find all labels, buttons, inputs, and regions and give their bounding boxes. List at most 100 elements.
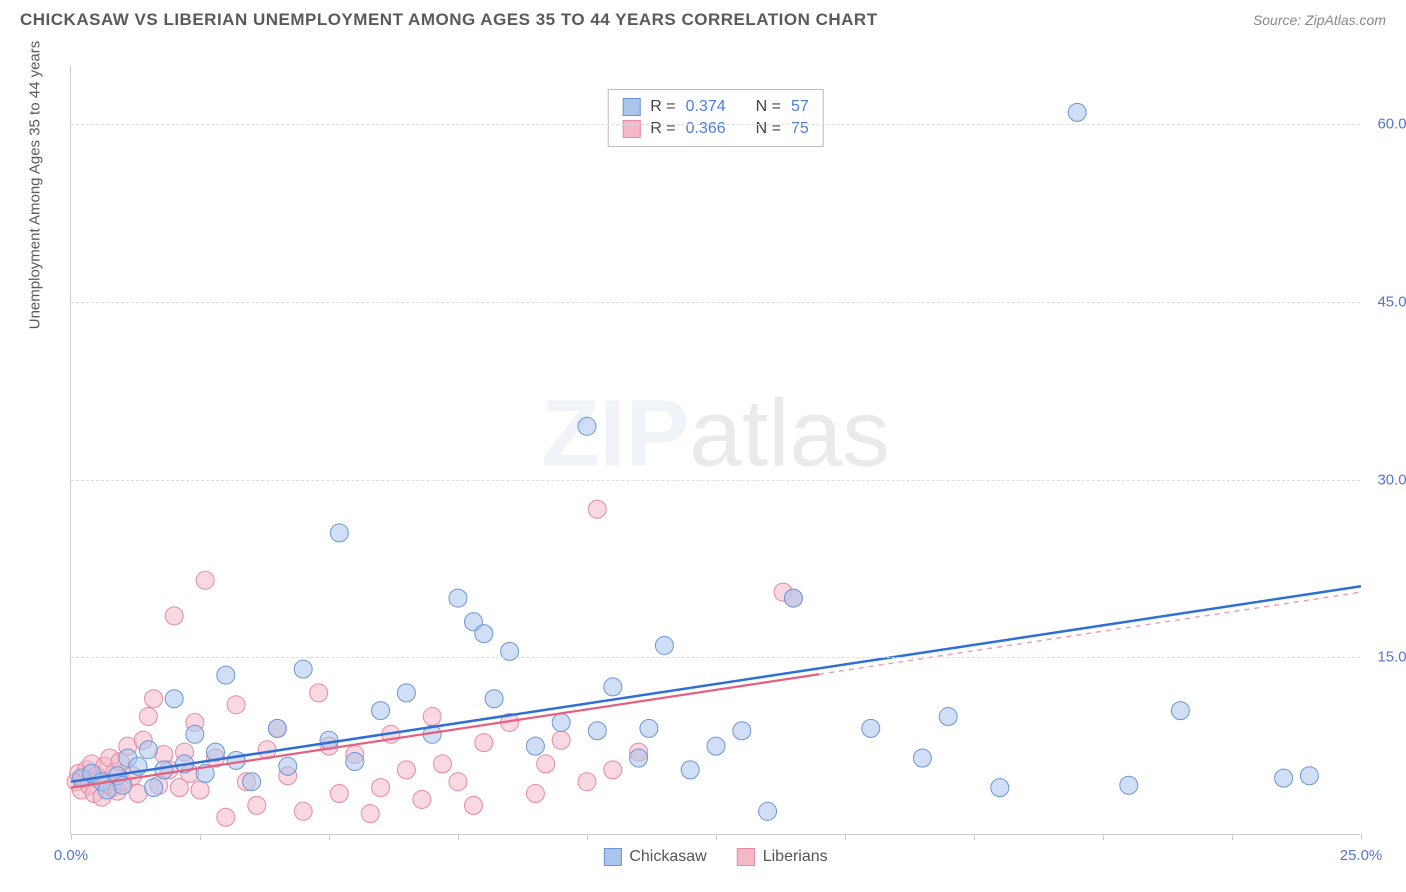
- scatter-point: [227, 696, 245, 714]
- stats-r-label: R =: [650, 98, 675, 116]
- scatter-point: [227, 751, 245, 769]
- stats-n-label: N =: [756, 98, 781, 116]
- y-tick-label: 30.0%: [1377, 471, 1406, 488]
- scatter-point: [372, 702, 390, 720]
- scatter-point: [1068, 103, 1086, 121]
- series-legend: Chickasaw Liberians: [603, 848, 827, 866]
- x-tick: [1103, 834, 1104, 840]
- scatter-point: [552, 713, 570, 731]
- scatter-point: [475, 625, 493, 643]
- source-name: ZipAtlas.com: [1305, 12, 1386, 28]
- stats-r-label: R =: [650, 120, 675, 138]
- scatter-point: [423, 708, 441, 726]
- scatter-point: [139, 741, 157, 759]
- x-tick: [845, 834, 846, 840]
- scatter-point: [991, 779, 1009, 797]
- scatter-point: [196, 571, 214, 589]
- scatter-point: [526, 785, 544, 803]
- scatter-point: [217, 666, 235, 684]
- stats-n-value: 57: [791, 98, 809, 116]
- stats-legend-row: R = 0.366 N = 75: [622, 118, 809, 140]
- scatter-point: [552, 731, 570, 749]
- y-tick-label: 60.0%: [1377, 116, 1406, 133]
- scatter-point: [759, 802, 777, 820]
- gridline-horizontal: [71, 480, 1360, 481]
- legend-swatch: [603, 848, 621, 866]
- scatter-point: [310, 684, 328, 702]
- legend-swatch: [622, 120, 640, 138]
- trendline-liberians-extrapolated: [819, 592, 1361, 674]
- x-tick-label: 25.0%: [1340, 847, 1383, 864]
- scatter-point: [1120, 776, 1138, 794]
- scatter-point: [145, 779, 163, 797]
- scatter-point: [707, 737, 725, 755]
- scatter-point: [397, 761, 415, 779]
- scatter-point: [588, 500, 606, 518]
- stats-legend-row: R = 0.374 N = 57: [622, 96, 809, 118]
- scatter-point: [604, 678, 622, 696]
- gridline-horizontal: [71, 124, 1360, 125]
- scatter-point: [243, 773, 261, 791]
- scatter-point: [434, 755, 452, 773]
- scatter-point: [279, 757, 297, 775]
- stats-r-value: 0.366: [686, 120, 726, 138]
- x-tick: [974, 834, 975, 840]
- gridline-horizontal: [71, 302, 1360, 303]
- scatter-point: [604, 761, 622, 779]
- scatter-point: [145, 690, 163, 708]
- scatter-point: [578, 773, 596, 791]
- stats-n-value: 75: [791, 120, 809, 138]
- stats-n-label: N =: [756, 120, 781, 138]
- y-tick-label: 45.0%: [1377, 293, 1406, 310]
- chart-header: CHICKASAW VS LIBERIAN UNEMPLOYMENT AMONG…: [0, 0, 1406, 38]
- scatter-point: [139, 708, 157, 726]
- stats-r-value: 0.374: [686, 98, 726, 116]
- scatter-point: [1171, 702, 1189, 720]
- legend-label: Chickasaw: [629, 848, 706, 866]
- y-axis-label: Unemployment Among Ages 35 to 44 years: [27, 41, 44, 330]
- scatter-point: [397, 684, 415, 702]
- scatter-point: [413, 790, 431, 808]
- legend-swatch: [622, 98, 640, 116]
- x-tick: [1361, 834, 1362, 840]
- scatter-plot-svg: [71, 65, 1360, 834]
- scatter-point: [155, 761, 173, 779]
- scatter-point: [537, 755, 555, 773]
- scatter-point: [372, 779, 390, 797]
- x-tick: [716, 834, 717, 840]
- x-tick: [71, 834, 72, 840]
- legend-label: Liberians: [763, 848, 828, 866]
- x-tick: [587, 834, 588, 840]
- y-tick-label: 15.0%: [1377, 649, 1406, 666]
- scatter-point: [630, 749, 648, 767]
- scatter-point: [588, 722, 606, 740]
- scatter-point: [578, 417, 596, 435]
- scatter-point: [733, 722, 751, 740]
- x-tick: [458, 834, 459, 840]
- scatter-point: [346, 753, 364, 771]
- scatter-point: [186, 725, 204, 743]
- scatter-point: [464, 796, 482, 814]
- scatter-point: [330, 785, 348, 803]
- scatter-point: [640, 719, 658, 737]
- source-attribution: Source: ZipAtlas.com: [1253, 12, 1386, 28]
- scatter-point: [862, 719, 880, 737]
- scatter-point: [248, 796, 266, 814]
- scatter-point: [294, 802, 312, 820]
- scatter-point: [681, 761, 699, 779]
- chart-title: CHICKASAW VS LIBERIAN UNEMPLOYMENT AMONG…: [20, 10, 878, 30]
- scatter-point: [217, 808, 235, 826]
- scatter-point: [449, 773, 467, 791]
- scatter-point: [526, 737, 544, 755]
- scatter-point: [449, 589, 467, 607]
- scatter-point: [1275, 769, 1293, 787]
- plot-area: ZIPatlas R =0.374N =57R =0.366N =75 Chic…: [70, 65, 1360, 835]
- scatter-point: [913, 749, 931, 767]
- x-tick: [200, 834, 201, 840]
- gridline-horizontal: [71, 657, 1360, 658]
- stats-legend-box: R = 0.374 N = 57 R = 0.366 N = 75: [607, 89, 824, 147]
- legend-item: Chickasaw: [603, 848, 706, 866]
- scatter-point: [191, 781, 209, 799]
- scatter-point: [939, 708, 957, 726]
- x-tick: [1232, 834, 1233, 840]
